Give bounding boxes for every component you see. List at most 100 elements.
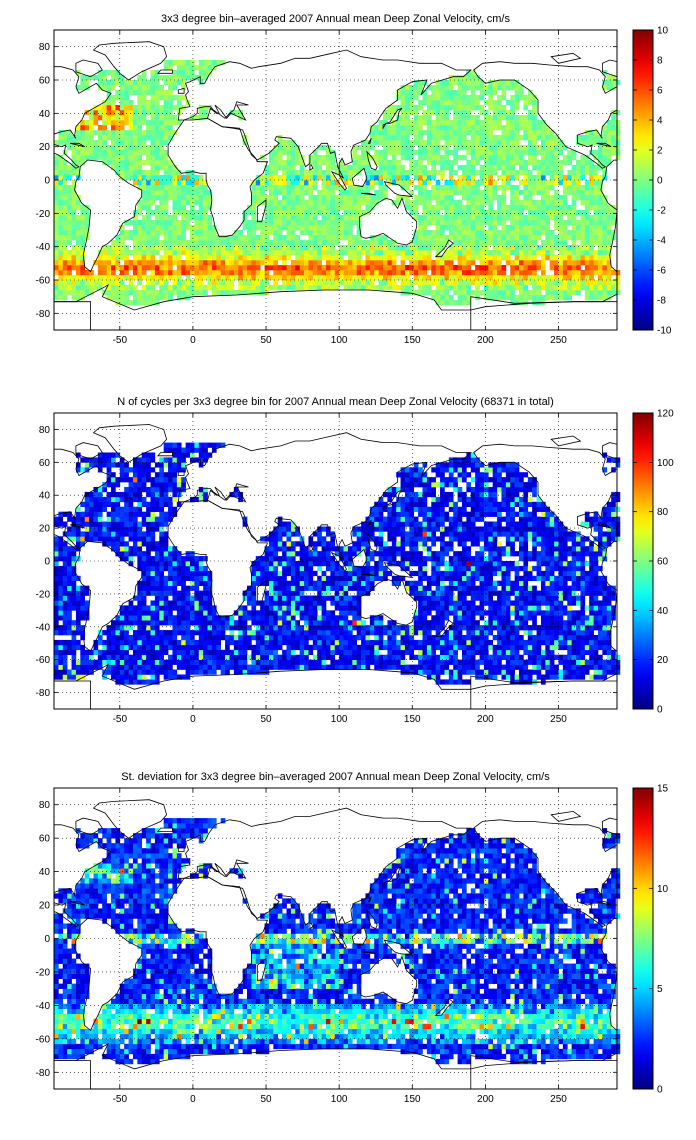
bin-cell	[203, 250, 208, 256]
bin-cell	[146, 644, 151, 651]
bin-cell	[290, 200, 296, 206]
bin-cell	[602, 240, 608, 246]
bin-cell	[611, 150, 616, 156]
bin-cell	[54, 215, 59, 221]
bin-cell	[470, 135, 476, 141]
bin-cell	[317, 260, 322, 266]
bin-cell	[448, 200, 454, 206]
bin-cell	[238, 644, 243, 651]
bin-cell	[435, 90, 441, 96]
bin-cell	[488, 125, 493, 131]
bin-cell	[470, 145, 476, 151]
bin-cell	[532, 105, 537, 111]
bin-cell	[514, 135, 520, 141]
bin-cell	[137, 80, 143, 86]
bin-cell	[181, 644, 186, 651]
bin-cell	[383, 170, 388, 176]
bin-cell	[290, 635, 296, 641]
bin-cell	[356, 210, 362, 216]
bin-cell	[334, 180, 340, 186]
bin-cell	[453, 170, 458, 176]
bin-cell	[172, 105, 178, 111]
bin-cell	[132, 275, 138, 281]
bin-cell	[132, 265, 138, 271]
bin-cell	[514, 150, 520, 156]
bin-cell	[106, 265, 112, 271]
bin-cell	[282, 220, 287, 226]
bin-cell	[540, 125, 546, 131]
bin-cell	[137, 145, 143, 151]
bin-cell	[444, 155, 450, 161]
bin-cell	[488, 250, 493, 256]
bin-cell	[554, 140, 559, 146]
bin-cell	[475, 180, 480, 186]
bin-cell	[321, 190, 327, 196]
bin-cell	[597, 664, 603, 670]
bin-cell	[124, 300, 129, 306]
bin-cell	[479, 644, 485, 651]
bin-cell	[132, 150, 138, 156]
bin-cell	[132, 220, 138, 226]
bin-cell	[176, 190, 182, 196]
bin-cell	[492, 659, 498, 665]
bin-cell	[448, 225, 454, 231]
bin-cell	[479, 80, 485, 86]
bin-cell	[584, 250, 590, 256]
bin-cell	[611, 290, 616, 296]
bin-cell	[514, 235, 520, 241]
bin-cell	[172, 190, 178, 196]
bin-cell	[181, 220, 186, 226]
bin-cell	[317, 240, 322, 246]
bin-cell	[260, 280, 265, 286]
bin-cell	[444, 110, 450, 116]
bin-cell	[277, 180, 283, 186]
bin-cell	[567, 220, 572, 226]
bin-cell	[540, 649, 546, 656]
bin-cell	[260, 195, 265, 201]
bin-cell	[282, 260, 287, 266]
bin-cell	[514, 130, 520, 136]
bin-cell	[115, 70, 121, 76]
bin-cell	[378, 285, 384, 291]
y-tick-label: -40	[36, 242, 51, 253]
bin-cell	[589, 265, 594, 271]
bin-cell	[304, 285, 309, 291]
bin-cell	[479, 225, 485, 231]
bin-cell	[413, 85, 419, 91]
bin-cell	[510, 125, 515, 131]
bin-cell	[128, 230, 134, 236]
bin-cell	[536, 265, 542, 271]
bin-cell	[312, 175, 318, 181]
bin-cell	[255, 654, 261, 660]
bin-cell	[308, 664, 314, 670]
bin-cell	[97, 639, 103, 646]
bin-cell	[453, 160, 458, 166]
bin-cell	[418, 280, 423, 286]
bin-cell	[159, 664, 164, 670]
bin-cell	[347, 275, 353, 281]
bin-cell	[312, 275, 318, 281]
bin-cell	[391, 644, 397, 651]
bin-cell	[475, 225, 480, 231]
bin-cell	[562, 235, 568, 241]
bin-cell	[514, 120, 520, 126]
bin-cell	[299, 215, 305, 221]
bin-cell	[514, 644, 520, 651]
bin-cell	[80, 225, 86, 231]
bin-cell	[146, 639, 151, 646]
bin-cell	[448, 150, 454, 156]
bin-cell	[536, 225, 542, 231]
bin-cell	[238, 230, 243, 236]
bin-cell	[62, 649, 68, 656]
bin-cell	[391, 280, 397, 286]
bin-cell	[510, 240, 515, 246]
bin-cell	[514, 215, 520, 221]
bin-cell	[119, 100, 125, 106]
bin-cell	[576, 245, 581, 251]
bin-cell	[426, 664, 432, 670]
bin-cell	[154, 115, 160, 121]
bin-cell	[514, 275, 520, 281]
bin-cell	[422, 215, 428, 221]
bin-cell	[418, 669, 423, 675]
bin-cell	[290, 160, 296, 166]
